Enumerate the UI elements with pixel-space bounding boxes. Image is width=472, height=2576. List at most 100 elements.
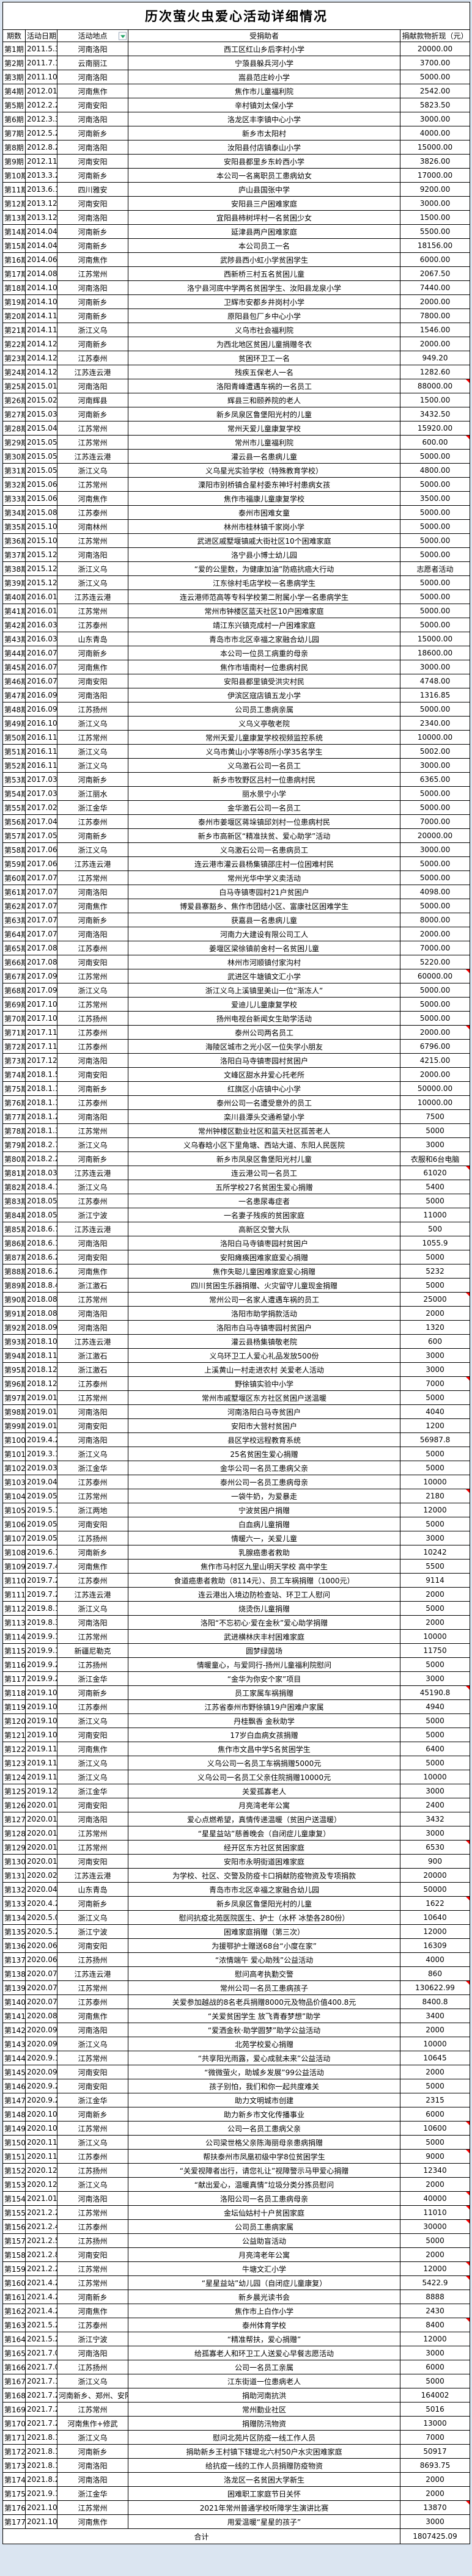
location-cell[interactable]: 江苏连云港 bbox=[57, 1868, 128, 1883]
date-cell[interactable]: 2017.07.27 bbox=[25, 927, 57, 941]
recipient-cell[interactable]: 庐山县国张中学 bbox=[128, 182, 400, 197]
recipient-cell[interactable]: “爱洒金秋·助学圆梦”助学公益活动 bbox=[128, 2023, 400, 2037]
recipient-cell[interactable]: 安阳县三户困难家庭 bbox=[128, 196, 400, 211]
period-cell[interactable]: 第152期 bbox=[2, 2163, 26, 2178]
date-cell[interactable]: 2018.05.19 bbox=[25, 1208, 57, 1222]
location-cell[interactable]: 河南洛阳 bbox=[57, 2191, 128, 2206]
location-cell[interactable]: 浙江激石 bbox=[57, 1362, 128, 1377]
period-cell[interactable]: 第141期 bbox=[2, 2009, 26, 2023]
date-cell[interactable]: 2020.5.28 bbox=[25, 1924, 57, 1939]
date-cell[interactable]: 2016.03.22 bbox=[25, 632, 57, 646]
location-cell[interactable]: 浙江金华 bbox=[57, 2486, 128, 2501]
date-cell[interactable]: 2015.12.13 bbox=[25, 561, 57, 576]
period-cell[interactable]: 第158期 bbox=[2, 2247, 26, 2262]
date-cell[interactable]: 2021.7.29 bbox=[25, 2416, 57, 2431]
value-cell[interactable]: 8000.00 bbox=[399, 913, 471, 927]
value-cell[interactable]: 2340.00 bbox=[399, 716, 471, 731]
date-cell[interactable]: 2017.12.14 bbox=[25, 1053, 57, 1068]
location-cell[interactable]: 江苏常州 bbox=[57, 2121, 128, 2136]
recipient-cell[interactable]: 泰州市困难女童 bbox=[128, 505, 400, 520]
date-cell[interactable]: 2020.01.20 bbox=[25, 1854, 57, 1869]
period-cell[interactable]: 第122期 bbox=[2, 1742, 26, 1756]
period-cell[interactable]: 第60期 bbox=[2, 870, 26, 885]
value-cell[interactable]: 30000 bbox=[399, 2219, 471, 2234]
location-cell[interactable]: 河南洛阳 bbox=[57, 42, 128, 56]
recipient-cell[interactable]: 丹桂飘香 金秋助学 bbox=[128, 1713, 400, 1728]
value-cell[interactable]: 10000.00 bbox=[399, 1095, 471, 1110]
recipient-cell[interactable]: 扬州电视台新闻女生助学活动 bbox=[128, 1011, 400, 1026]
value-cell[interactable]: 11750 bbox=[399, 1643, 471, 1658]
value-cell[interactable]: 1320 bbox=[399, 1320, 471, 1335]
recipient-cell[interactable]: 公司一名员工亲属 bbox=[128, 2360, 400, 2374]
date-cell[interactable]: 2021.8.25 bbox=[25, 2472, 57, 2487]
date-cell[interactable]: 2020.01.02 bbox=[25, 1798, 57, 1812]
value-cell[interactable]: 11000 bbox=[399, 1208, 471, 1222]
value-cell[interactable]: 5000 bbox=[399, 1278, 471, 1293]
value-cell[interactable]: 5000.00 bbox=[399, 856, 471, 871]
date-cell[interactable]: 2017.11.16 bbox=[25, 1025, 57, 1040]
date-cell[interactable]: 2012.3.30 bbox=[25, 112, 57, 126]
location-cell[interactable]: 河南洛阳 bbox=[57, 1109, 128, 1124]
date-cell[interactable]: 2015.03.28 bbox=[25, 407, 57, 421]
period-cell[interactable]: 第150期 bbox=[2, 2135, 26, 2150]
location-cell[interactable]: 江苏常州 bbox=[57, 730, 128, 745]
location-cell[interactable]: 河南安阳 bbox=[57, 2247, 128, 2262]
value-cell[interactable]: 15000.00 bbox=[399, 140, 471, 155]
value-cell[interactable]: 2000 bbox=[399, 1306, 471, 1321]
date-cell[interactable]: 2020.11.20 bbox=[25, 2149, 57, 2164]
recipient-cell[interactable]: 姜堰区梁徐镇前舍村一名贫困儿童 bbox=[128, 941, 400, 955]
recipient-cell[interactable]: 野徐镇实验中小学 bbox=[128, 1376, 400, 1391]
value-cell[interactable]: 5000.00 bbox=[399, 899, 471, 913]
recipient-cell[interactable]: 栾川县潭头交通希望小学 bbox=[128, 1109, 400, 1124]
date-cell[interactable]: 2017.09.01 bbox=[25, 969, 57, 983]
recipient-cell[interactable]: 25名贫困生爱心捐赠 bbox=[128, 1447, 400, 1461]
value-cell[interactable]: 10242 bbox=[399, 1545, 471, 1560]
location-cell[interactable]: 江苏泰州 bbox=[57, 618, 128, 632]
value-cell[interactable]: 5000.00 bbox=[399, 800, 471, 815]
recipient-cell[interactable]: 新乡市高新区“精准扶贫、爱心助学”活动 bbox=[128, 828, 400, 843]
location-cell[interactable]: 浙江宁波 bbox=[57, 1208, 128, 1222]
period-cell[interactable]: 第175期 bbox=[2, 2486, 26, 2501]
date-cell[interactable]: 2016.07.12 bbox=[25, 660, 57, 674]
period-cell[interactable]: 第140期 bbox=[2, 1994, 26, 2009]
period-cell[interactable]: 第162期 bbox=[2, 2304, 26, 2318]
date-cell[interactable]: 2020.9.10 bbox=[25, 2051, 57, 2065]
value-cell[interactable]: 10640 bbox=[399, 1910, 471, 1925]
date-cell[interactable]: 2014.12.04 bbox=[25, 337, 57, 351]
date-cell[interactable]: 2016.07.19 bbox=[25, 674, 57, 688]
location-cell[interactable]: 新疆尼勒克 bbox=[57, 1643, 128, 1658]
date-cell[interactable]: 2011.7.14 bbox=[25, 56, 57, 70]
period-cell[interactable]: 第165期 bbox=[2, 2346, 26, 2360]
value-cell[interactable]: 20000.00 bbox=[399, 828, 471, 843]
period-cell[interactable]: 第29期 bbox=[2, 435, 26, 450]
location-cell[interactable]: 江苏常州 bbox=[57, 435, 128, 450]
recipient-cell[interactable]: 江东街道一位患病老人 bbox=[128, 2374, 400, 2388]
date-cell[interactable]: 2020.12.3 bbox=[25, 2163, 57, 2178]
period-cell[interactable]: 第84期 bbox=[2, 1208, 26, 1222]
period-cell[interactable]: 第53期 bbox=[2, 772, 26, 787]
value-cell[interactable]: 7440.00 bbox=[399, 280, 471, 295]
location-cell[interactable]: 江苏泰州 bbox=[57, 351, 128, 365]
value-cell[interactable]: 12000 bbox=[399, 2332, 471, 2346]
value-cell[interactable]: 1316.85 bbox=[399, 688, 471, 702]
recipient-cell[interactable]: 乳腺癌患者救助 bbox=[128, 1545, 400, 1560]
value-cell[interactable]: 50000.00 bbox=[399, 1081, 471, 1096]
value-cell[interactable]: 1622 bbox=[399, 1896, 471, 1911]
date-cell[interactable]: 2018.10.13 bbox=[25, 1334, 57, 1349]
date-cell[interactable]: 2017.07.19 bbox=[25, 899, 57, 913]
value-cell[interactable]: 3000.00 bbox=[399, 660, 471, 674]
value-cell[interactable]: 12000 bbox=[399, 1924, 471, 1939]
location-cell[interactable]: 河南新乡 bbox=[57, 828, 128, 843]
recipient-cell[interactable]: 常州市戚墅堰区东方社区贫困户送温暖 bbox=[128, 1390, 400, 1405]
date-cell[interactable]: 2021.8.17 bbox=[25, 2458, 57, 2473]
location-cell[interactable]: 江苏泰州 bbox=[57, 2149, 128, 2164]
location-cell[interactable]: 江苏连云港 bbox=[57, 1222, 128, 1236]
date-cell[interactable]: 2021.7.09 bbox=[25, 2346, 57, 2360]
recipient-cell[interactable]: 辉县三和颐养院的老人 bbox=[128, 393, 400, 407]
value-cell[interactable]: 2000 bbox=[399, 2247, 471, 2262]
period-cell[interactable]: 第85期 bbox=[2, 1222, 26, 1236]
period-cell[interactable]: 第57期 bbox=[2, 828, 26, 843]
date-cell[interactable]: 2016.11.04 bbox=[25, 744, 57, 759]
period-cell[interactable]: 第166期 bbox=[2, 2360, 26, 2374]
period-cell[interactable]: 第16期 bbox=[2, 252, 26, 267]
